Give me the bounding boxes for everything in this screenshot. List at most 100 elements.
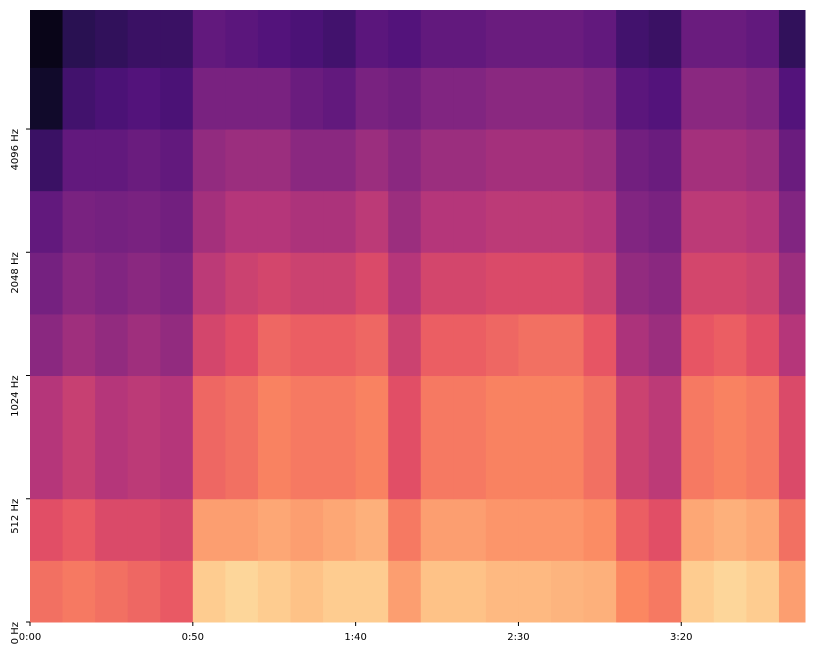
cell bbox=[355, 252, 389, 315]
cell bbox=[355, 498, 389, 561]
cell bbox=[485, 129, 519, 192]
y-tick-label: 0 Hz bbox=[10, 622, 21, 644]
cell bbox=[225, 190, 259, 253]
cell bbox=[127, 190, 161, 253]
cell bbox=[778, 190, 806, 253]
cell bbox=[616, 10, 650, 68]
x-tick-label: 0:00 bbox=[19, 632, 41, 643]
cell bbox=[30, 375, 64, 500]
cell bbox=[127, 252, 161, 315]
cell bbox=[355, 67, 389, 130]
cell bbox=[616, 129, 650, 192]
cell bbox=[583, 560, 617, 623]
cell bbox=[95, 313, 129, 377]
cell bbox=[746, 252, 780, 315]
cell bbox=[355, 10, 389, 68]
cell bbox=[388, 252, 422, 315]
cell bbox=[518, 67, 552, 130]
cell bbox=[62, 190, 96, 253]
cell bbox=[681, 10, 715, 68]
cell bbox=[778, 67, 806, 130]
cell bbox=[713, 313, 747, 377]
cell bbox=[648, 498, 682, 561]
cell bbox=[583, 10, 617, 68]
cell bbox=[616, 498, 650, 561]
cell bbox=[257, 190, 292, 253]
cell bbox=[420, 498, 454, 561]
cell bbox=[485, 10, 519, 68]
cell bbox=[485, 252, 519, 315]
cell bbox=[30, 498, 64, 561]
cell bbox=[95, 560, 129, 623]
cell bbox=[160, 67, 194, 130]
cell bbox=[192, 190, 226, 253]
cell bbox=[95, 252, 129, 315]
cell bbox=[257, 560, 292, 623]
cell bbox=[62, 375, 96, 500]
cell bbox=[323, 129, 357, 192]
cell bbox=[746, 498, 780, 561]
cell bbox=[160, 498, 194, 561]
cell bbox=[257, 498, 292, 561]
cell bbox=[746, 129, 780, 192]
cell bbox=[388, 129, 422, 192]
cell bbox=[355, 313, 389, 377]
cell bbox=[62, 313, 96, 377]
cell bbox=[127, 498, 161, 561]
cell bbox=[225, 10, 259, 68]
cell bbox=[323, 67, 357, 130]
cell bbox=[681, 375, 715, 500]
cell bbox=[323, 313, 357, 377]
cell bbox=[62, 252, 96, 315]
cell bbox=[257, 252, 292, 315]
cell bbox=[30, 10, 64, 68]
cell bbox=[616, 190, 650, 253]
cell bbox=[713, 190, 747, 253]
cell bbox=[323, 560, 357, 623]
cell bbox=[453, 375, 487, 500]
cell bbox=[453, 190, 487, 253]
cell bbox=[518, 498, 552, 561]
cell bbox=[616, 560, 650, 623]
cell bbox=[323, 190, 357, 253]
cell bbox=[62, 498, 96, 561]
cell bbox=[648, 375, 682, 500]
cell bbox=[746, 375, 780, 500]
cell bbox=[160, 190, 194, 253]
cell bbox=[778, 252, 806, 315]
cell bbox=[746, 560, 780, 623]
cell bbox=[551, 190, 585, 253]
cell bbox=[95, 10, 129, 68]
cell bbox=[518, 129, 552, 192]
cell bbox=[388, 10, 422, 68]
cell bbox=[616, 375, 650, 500]
cell bbox=[453, 560, 487, 623]
cell bbox=[778, 129, 806, 192]
cell bbox=[323, 375, 357, 500]
cell bbox=[160, 560, 194, 623]
cell bbox=[290, 10, 324, 68]
cell bbox=[225, 375, 259, 500]
cell bbox=[127, 313, 161, 377]
cell bbox=[290, 129, 324, 192]
cell bbox=[355, 129, 389, 192]
y-tick-label: 4096 Hz bbox=[10, 129, 21, 170]
cell bbox=[290, 190, 324, 253]
cell bbox=[648, 313, 682, 377]
cell bbox=[681, 129, 715, 192]
cell bbox=[95, 67, 129, 130]
cell bbox=[583, 190, 617, 253]
cell bbox=[388, 560, 422, 623]
cell bbox=[583, 498, 617, 561]
cell bbox=[713, 560, 747, 623]
cell bbox=[518, 190, 552, 253]
cell bbox=[485, 313, 519, 377]
cell bbox=[95, 498, 129, 561]
cell bbox=[583, 129, 617, 192]
cell bbox=[30, 313, 64, 377]
cell bbox=[518, 10, 552, 68]
cell bbox=[355, 375, 389, 500]
cell bbox=[192, 560, 226, 623]
cell bbox=[453, 252, 487, 315]
cell bbox=[192, 10, 226, 68]
